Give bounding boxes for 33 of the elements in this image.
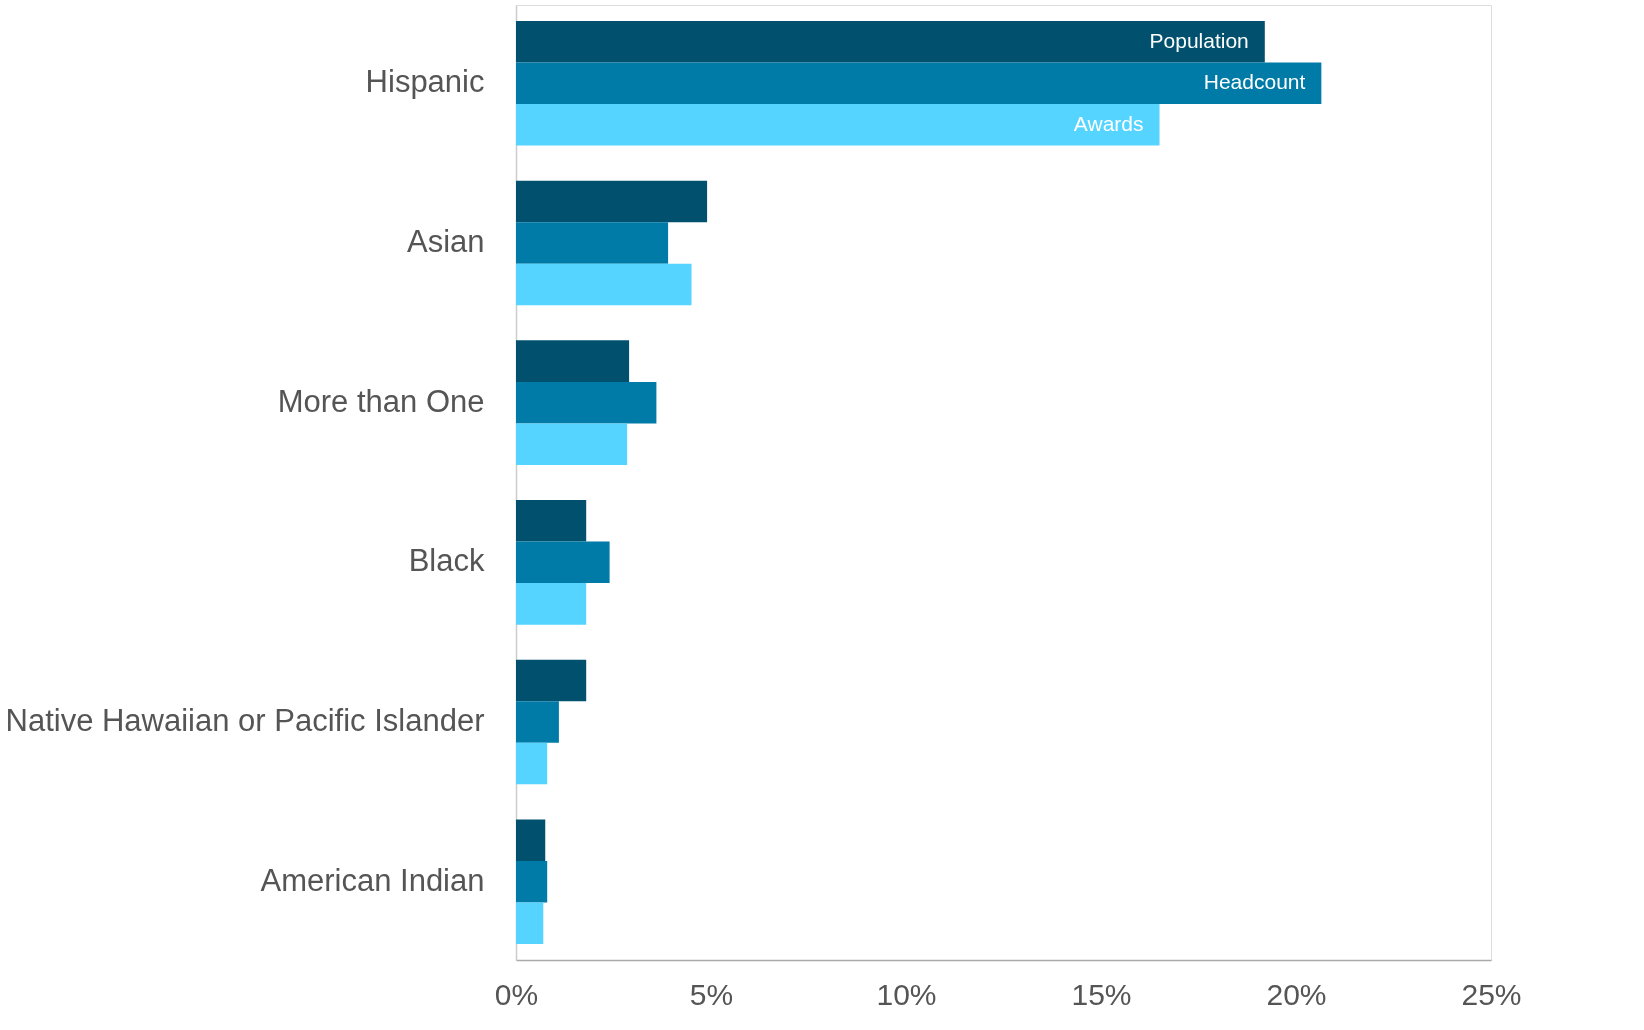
series-label: Awards xyxy=(1073,111,1144,135)
x-tick-label: 15% xyxy=(1071,977,1132,1011)
bar xyxy=(516,263,692,306)
bar xyxy=(516,701,559,743)
bar xyxy=(516,500,587,542)
bar xyxy=(516,902,544,945)
bar xyxy=(516,742,548,785)
bar xyxy=(516,541,610,584)
y-tick-label: Hispanic xyxy=(365,64,485,100)
bar xyxy=(516,659,587,702)
bar xyxy=(516,860,548,903)
bar xyxy=(516,20,1265,63)
bar xyxy=(516,104,1160,146)
x-tick-label: 5% xyxy=(689,977,734,1011)
y-tick-label: Black xyxy=(408,543,485,579)
bar xyxy=(516,819,546,861)
x-tick-label: 10% xyxy=(876,977,937,1011)
bar xyxy=(516,180,708,223)
bar xyxy=(516,222,669,264)
bar xyxy=(516,423,628,465)
bar xyxy=(516,583,587,625)
y-tick-label: Asian xyxy=(406,223,485,259)
y-tick-label: American Indian xyxy=(260,862,485,898)
series-label: Headcount xyxy=(1203,70,1306,94)
y-tick-label: More than One xyxy=(277,383,485,419)
bar xyxy=(516,340,630,382)
x-tick-label: 20% xyxy=(1266,977,1327,1011)
bar xyxy=(516,62,1322,105)
series-label: Population xyxy=(1149,28,1249,52)
x-tick-label: 25% xyxy=(1461,977,1522,1011)
bar xyxy=(516,381,657,424)
y-tick-label: Native Hawaiian or Pacific Islander xyxy=(5,703,485,739)
x-tick-label: 0% xyxy=(494,977,539,1011)
